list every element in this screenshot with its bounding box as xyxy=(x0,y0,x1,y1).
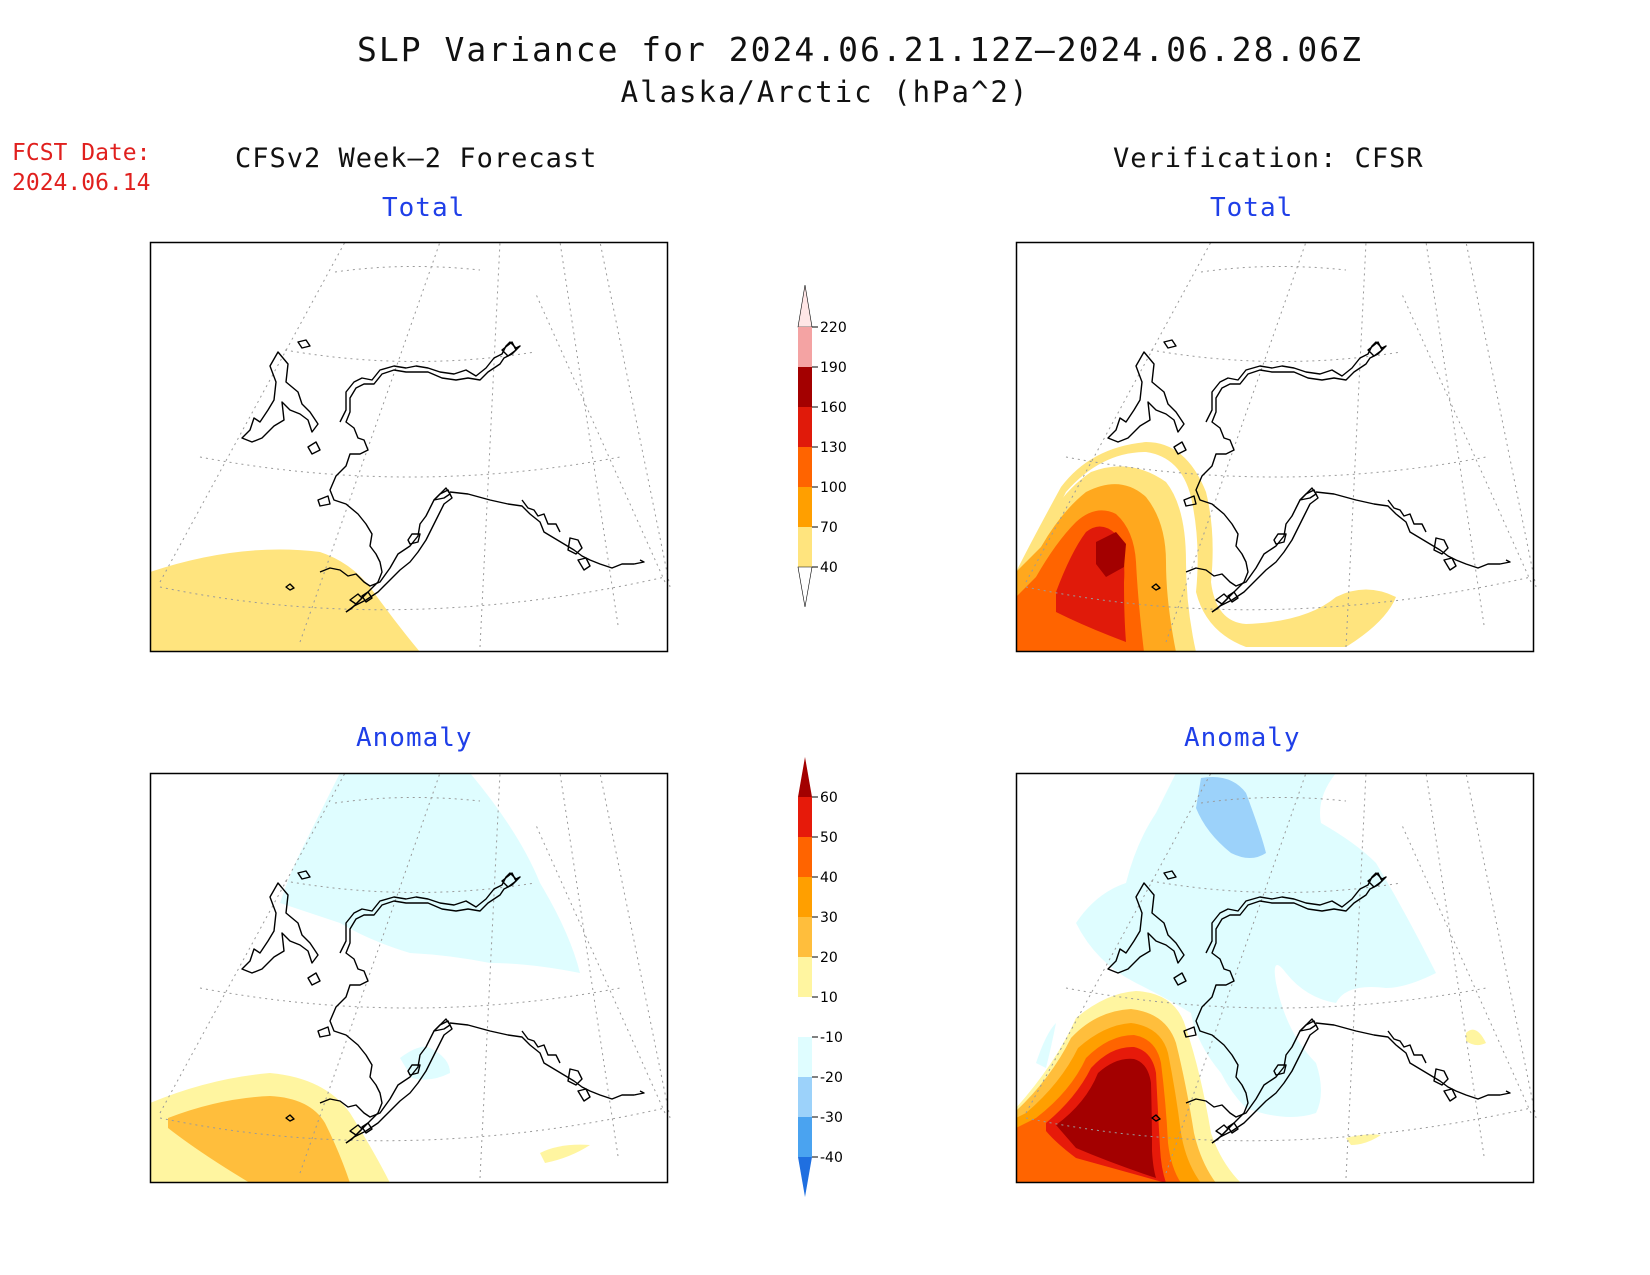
anomaly-colorbar-label: -40 xyxy=(820,1150,843,1166)
anomaly-colorbar-label: -10 xyxy=(820,1030,843,1046)
forecast-date-label: FCST Date: xyxy=(12,140,151,166)
anomaly-colorbar-swatch xyxy=(798,957,812,997)
forecast-date-block: FCST Date: 2024.06.14 xyxy=(12,138,150,198)
total-colorbar-top-arrow xyxy=(797,284,813,328)
anomaly-colorbar-label: 20 xyxy=(820,950,838,966)
anomaly-colorbar-swatch xyxy=(798,997,812,1037)
anomaly-colorbar-swatch xyxy=(798,917,812,957)
total-colorbar-label: 70 xyxy=(820,520,838,536)
total-colorbar-swatch xyxy=(798,407,812,447)
total-colorbar-label: 100 xyxy=(820,480,847,496)
anomaly-colorbar-label: 60 xyxy=(820,790,838,806)
forecast-column-title: CFSv2 Week—2 Forecast xyxy=(235,143,598,174)
verification-anomaly-title: Anomaly xyxy=(1184,723,1301,753)
total-colorbar-swatch xyxy=(798,527,812,567)
total-colorbar-label: 190 xyxy=(820,360,847,376)
total-colorbar: 220 190 160 130 100 70 40 xyxy=(797,284,847,608)
forecast-anomaly-title: Anomaly xyxy=(356,723,473,753)
main-subtitle: Alaska/Arctic (hPa^2) xyxy=(620,75,1030,109)
verification-anomaly-map xyxy=(1015,772,1537,1184)
forecast-total-title: Total xyxy=(382,193,466,223)
verification-column-title: Verification: CFSR xyxy=(1113,143,1424,174)
verification-anomaly-contours xyxy=(1016,773,1486,1183)
forecast-anomaly-map xyxy=(149,772,671,1184)
anomaly-colorbar-swatch xyxy=(798,797,812,837)
forecast-anomaly-contours xyxy=(150,773,590,1183)
verification-total-map xyxy=(1015,241,1537,653)
anomaly-colorbar-label: 10 xyxy=(820,990,838,1006)
forecast-date-value: 2024.06.14 xyxy=(12,170,151,196)
verification-total-title: Total xyxy=(1210,193,1294,223)
anomaly-colorbar: 60 50 40 30 20 10 -10 -20 -30 -40 xyxy=(798,757,843,1197)
main-title: SLP Variance for 2024.06.21.12Z—2024.06.… xyxy=(357,30,1363,69)
anomaly-colorbar-swatch xyxy=(798,877,812,917)
total-colorbar-label: 40 xyxy=(820,560,838,576)
total-colorbar-swatch xyxy=(798,327,812,367)
total-colorbar-swatch xyxy=(798,447,812,487)
anomaly-colorbar-swatch xyxy=(798,1117,812,1157)
total-colorbar-swatch xyxy=(798,487,812,527)
total-colorbar-bottom-arrow xyxy=(797,566,813,608)
anomaly-colorbar-swatch xyxy=(798,1037,812,1077)
anomaly-colorbar-label: 50 xyxy=(820,830,838,846)
total-colorbar-label: 130 xyxy=(820,440,847,456)
anomaly-colorbar-bottom-arrow xyxy=(798,1157,812,1197)
verification-total-contours xyxy=(1016,442,1396,652)
total-colorbar-label: 160 xyxy=(820,400,847,416)
anomaly-colorbar-label: 30 xyxy=(820,910,838,926)
total-colorbar-label: 220 xyxy=(820,320,847,336)
anomaly-colorbar-label: -20 xyxy=(820,1070,843,1086)
anomaly-colorbar-top-arrow xyxy=(798,757,812,797)
anomaly-colorbar-swatch xyxy=(798,837,812,877)
forecast-total-map xyxy=(149,241,671,653)
anomaly-colorbar-label: 40 xyxy=(820,870,838,886)
total-colorbar-swatch xyxy=(798,367,812,407)
anomaly-colorbar-label: -30 xyxy=(820,1110,843,1126)
anomaly-colorbar-swatch xyxy=(798,1077,812,1117)
